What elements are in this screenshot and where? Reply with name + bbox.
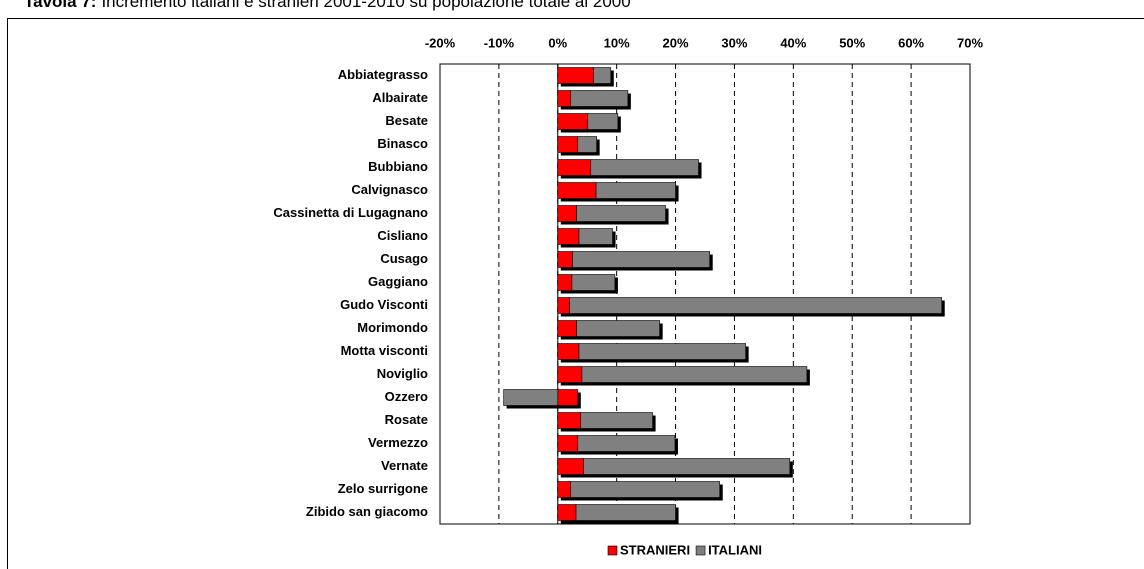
y-tick-label: Vernate — [381, 458, 428, 473]
x-tick-label: 10% — [604, 35, 630, 50]
bar — [557, 228, 580, 245]
legend-label: ITALIANI — [708, 542, 762, 557]
y-tick-label: Motta visconti — [341, 343, 428, 358]
bar — [578, 228, 613, 245]
bar — [557, 435, 579, 452]
bar — [587, 113, 619, 130]
bar — [557, 412, 582, 429]
bar — [557, 504, 577, 521]
plot-area — [439, 63, 971, 525]
x-tick-label: -10% — [484, 35, 515, 50]
y-tick-label: Albairate — [372, 90, 428, 105]
y-tick-label: Bubbiano — [368, 159, 428, 174]
y-tick-label: Calvignasco — [351, 182, 428, 197]
bar — [557, 343, 580, 360]
x-tick-label: 70% — [957, 35, 983, 50]
bar — [557, 136, 579, 153]
x-tick-label: 60% — [898, 35, 924, 50]
bar — [577, 435, 676, 452]
bar — [557, 90, 572, 107]
bar — [575, 504, 676, 521]
y-tick-label: Morimondo — [357, 320, 428, 335]
bar — [557, 251, 573, 268]
bar — [557, 458, 584, 475]
y-tick-label: Zibido san giacomo — [306, 504, 428, 519]
title-number: Tavola 7: — [24, 0, 96, 11]
bar — [557, 320, 577, 337]
y-tick-label: Gudo Visconti — [340, 297, 428, 312]
bar — [557, 274, 573, 291]
bar — [557, 113, 589, 130]
x-tick-label: -20% — [425, 35, 456, 50]
bar — [557, 481, 572, 498]
bar — [595, 182, 676, 199]
x-tick-label: 20% — [663, 35, 689, 50]
x-tick-label: 40% — [780, 35, 806, 50]
bar — [557, 366, 583, 383]
bar — [557, 205, 577, 222]
y-tick-label: Ozzero — [385, 389, 428, 404]
y-tick-label: Cisliano — [377, 228, 428, 243]
bar — [570, 90, 629, 107]
title-text: Incremento italiani e stranieri 2001-201… — [101, 0, 630, 11]
x-tick-label: 50% — [839, 35, 865, 50]
bar — [576, 320, 660, 337]
bar — [593, 67, 612, 84]
bar — [590, 159, 699, 176]
bar — [557, 159, 592, 176]
bar — [557, 297, 570, 314]
y-tick-label: Vermezzo — [368, 435, 428, 450]
bar — [578, 343, 746, 360]
bar — [580, 412, 653, 429]
y-tick-label: Abbiategrasso — [338, 67, 428, 82]
bar — [570, 481, 721, 498]
bar — [569, 297, 943, 314]
y-tick-label: Gaggiano — [368, 274, 428, 289]
y-tick-label: Binasco — [377, 136, 428, 151]
legend-swatch — [695, 545, 706, 556]
bar — [557, 182, 597, 199]
legend-label: STRANIERI — [620, 542, 690, 557]
bar — [583, 458, 791, 475]
bar — [571, 274, 616, 291]
bar — [557, 67, 594, 84]
y-tick-label: Cusago — [380, 251, 428, 266]
bar — [503, 389, 559, 406]
bar — [577, 136, 597, 153]
y-tick-label: Zelo surrigone — [338, 481, 428, 496]
bar — [557, 389, 579, 406]
bar — [572, 251, 711, 268]
bar — [576, 205, 666, 222]
x-tick-label: 30% — [721, 35, 747, 50]
chart-title: Tavola 7: Incremento italiani e stranieri… — [24, 0, 631, 11]
bar — [581, 366, 808, 383]
y-tick-label: Noviglio — [377, 366, 428, 381]
y-tick-label: Cassinetta di Lugagnano — [273, 205, 428, 220]
y-tick-label: Besate — [385, 113, 428, 128]
x-tick-label: 0% — [548, 35, 567, 50]
y-tick-label: Rosate — [385, 412, 428, 427]
legend-swatch — [607, 545, 618, 556]
